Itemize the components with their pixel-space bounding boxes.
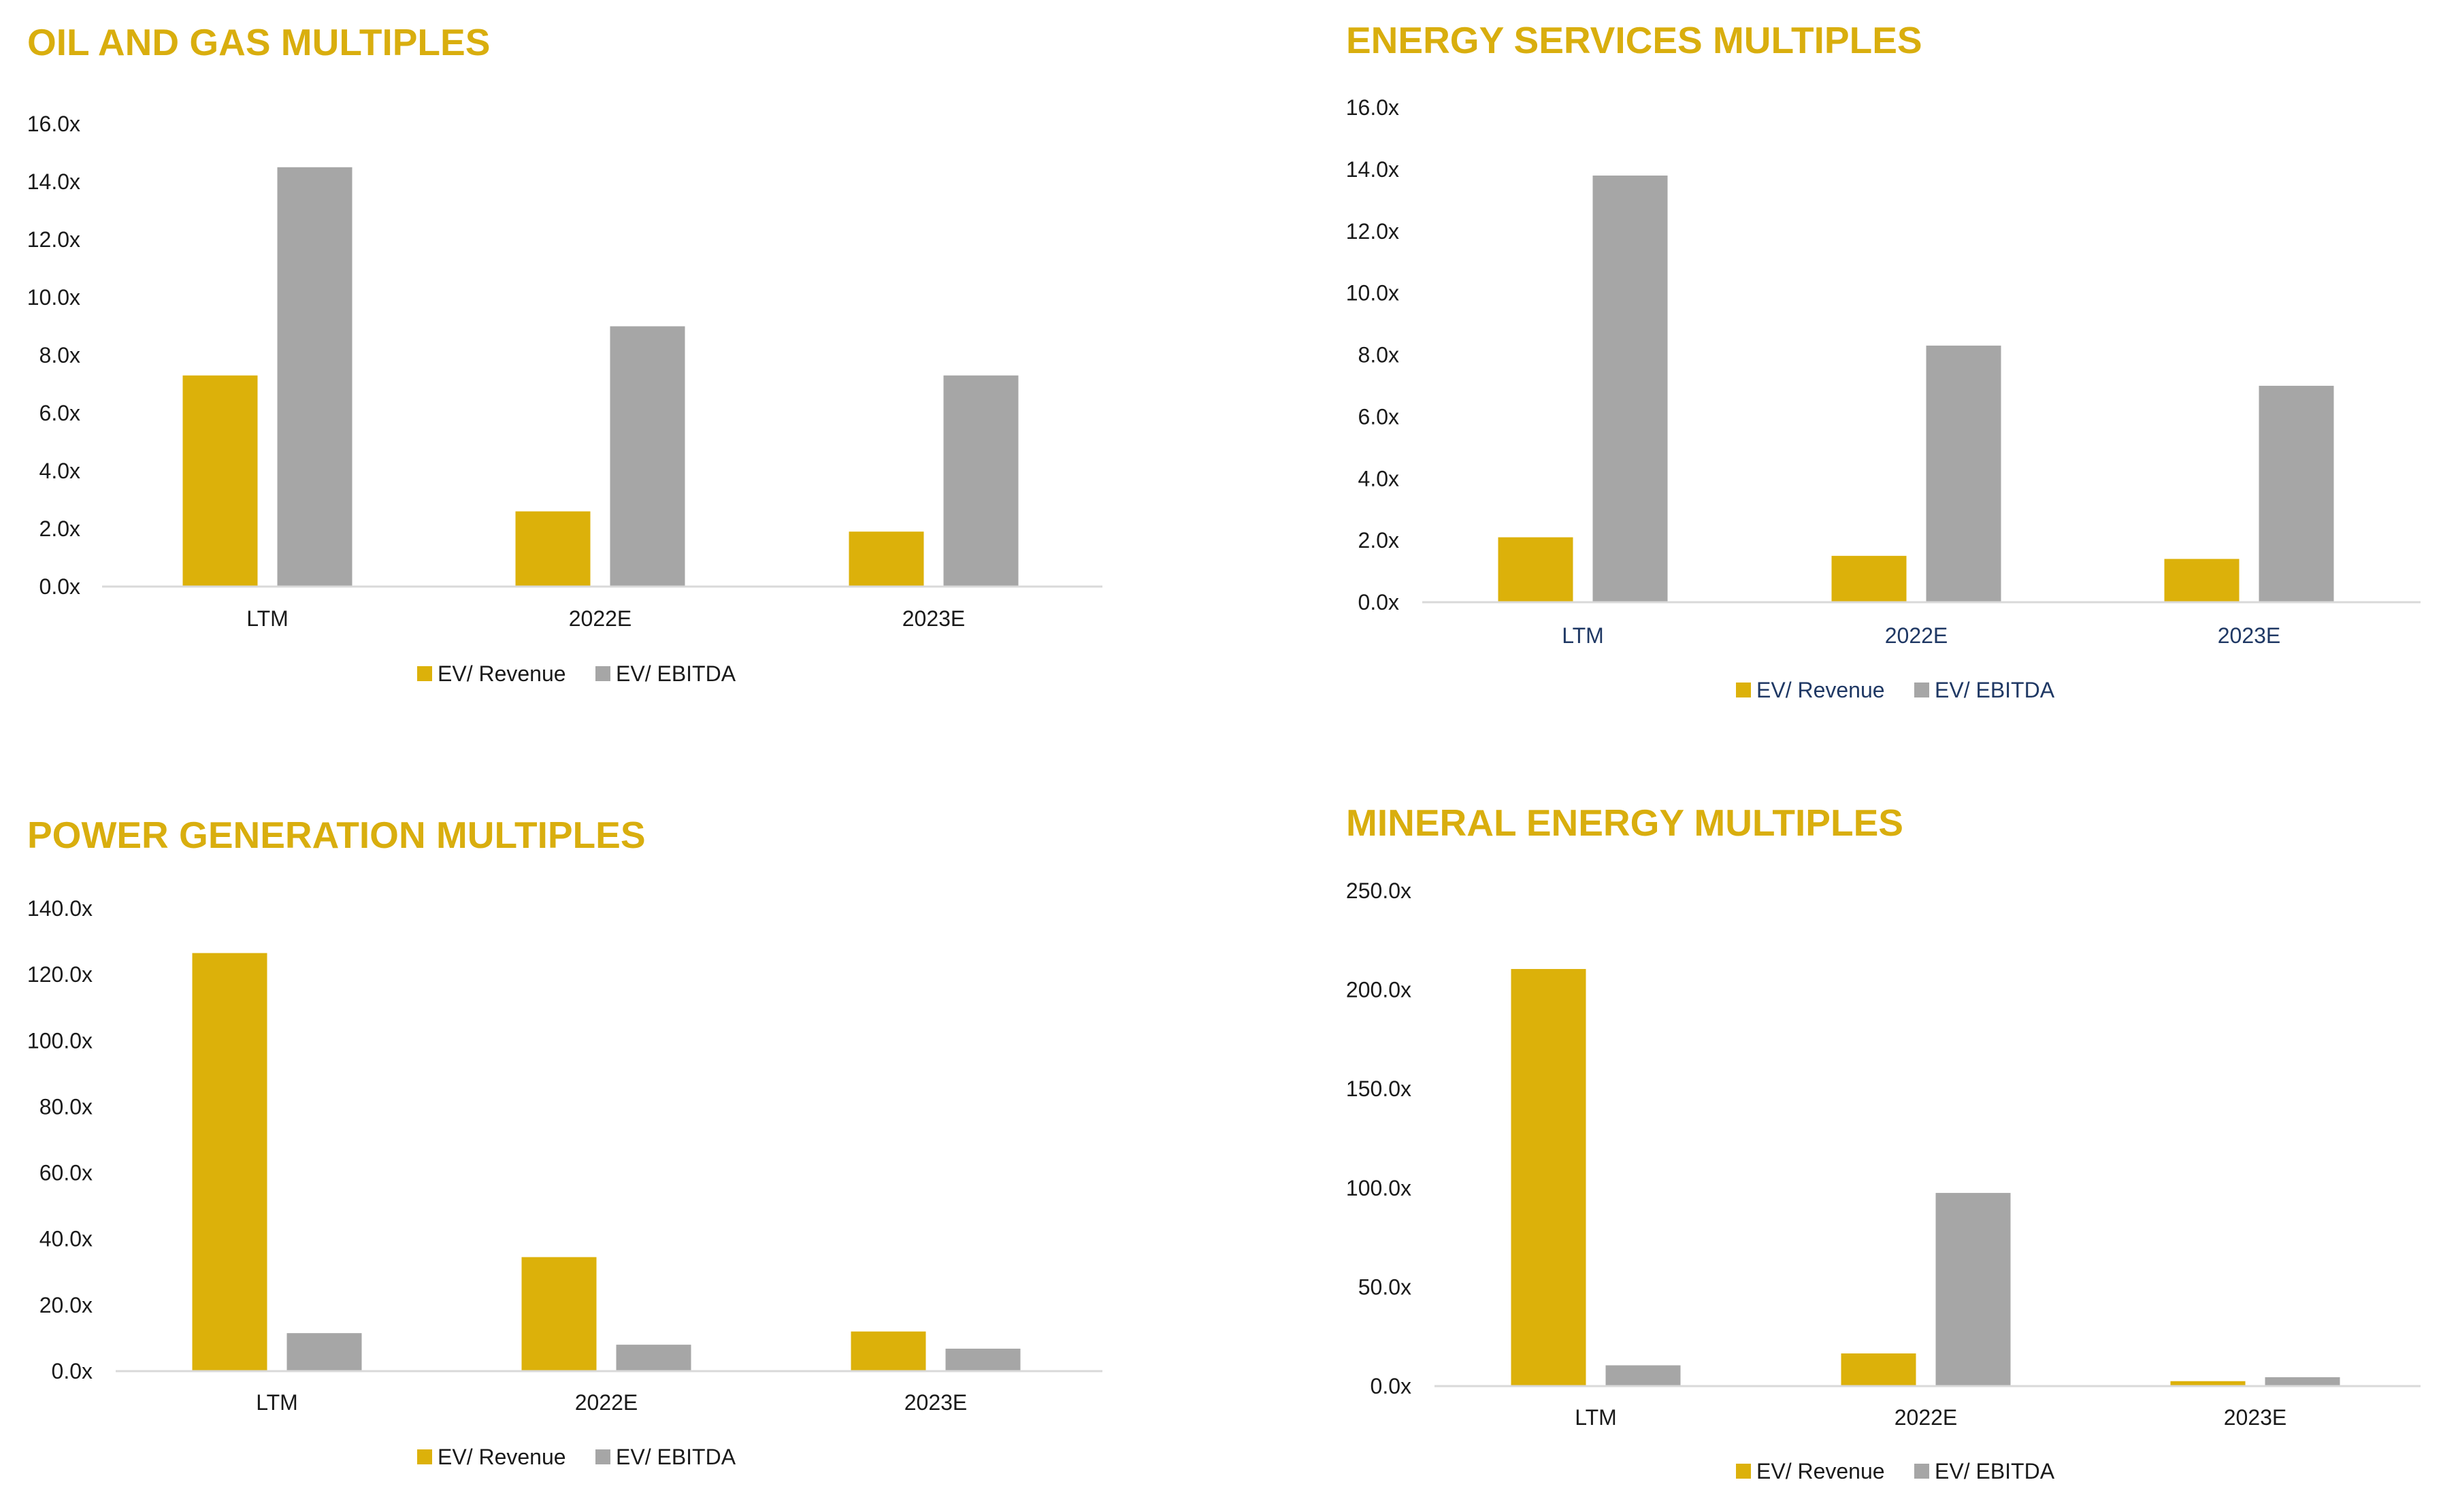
bar-ev-ebitda xyxy=(1935,1193,2011,1386)
oil-and-gas-chart: 0.0x 2.0x 4.0x 6.0x 8.0x 10.0x 12.0x 14.0x 16.0x… xyxy=(27,112,1102,686)
bar-ev-revenue xyxy=(1511,969,1586,1386)
y-tick-label: 16.0x xyxy=(27,112,80,136)
y-tick-label: 0.0x xyxy=(1358,590,1399,614)
bar-ev-ebitda xyxy=(286,1333,362,1371)
bar-ev-revenue xyxy=(192,953,267,1371)
bar-ev-revenue xyxy=(1498,537,1573,602)
bar-ev-revenue xyxy=(2170,1381,2246,1386)
legend-swatch-ev-ebitda xyxy=(1914,1464,1929,1479)
chart-title: POWER GENERATION MULTIPLES xyxy=(27,814,646,856)
y-tick-label: 200.0x xyxy=(1346,978,1411,1002)
x-tick-label: 2023E xyxy=(2224,1405,2287,1430)
y-tick-label: 10.0x xyxy=(27,285,80,310)
legend-label-ev-revenue: EV/ Revenue xyxy=(1756,1459,1885,1483)
y-tick-label: 50.0x xyxy=(1358,1275,1411,1299)
legend-label-ev-ebitda: EV/ EBITDA xyxy=(1935,678,2055,702)
power-generation-panel: POWER GENERATION MULTIPLES 0.0x 20.0x 40.0… xyxy=(0,756,1222,1512)
legend-swatch-ev-ebitda xyxy=(595,1449,610,1464)
mineral-energy-chart: 0.0x 50.0x 100.0x 150.0x 200.0x 250.0x LTM 2022… xyxy=(1346,878,2421,1483)
y-tick-label: 2.0x xyxy=(1358,528,1399,553)
x-tick-label: LTM xyxy=(1575,1405,1617,1430)
y-tick-label: 4.0x xyxy=(39,459,80,483)
y-tick-label: 60.0x xyxy=(39,1161,93,1185)
bar-ev-ebitda xyxy=(1926,345,2001,602)
bar-ev-ebitda xyxy=(945,1348,1021,1371)
y-tick-label: 12.0x xyxy=(27,227,80,252)
chart-title: MINERAL ENERGY MULTIPLES xyxy=(1346,802,1903,844)
y-tick-label: 0.0x xyxy=(1371,1374,1411,1398)
x-tick-label: 2023E xyxy=(902,606,966,631)
bar-ev-ebitda xyxy=(943,375,1019,587)
legend-swatch-ev-ebitda xyxy=(595,666,610,681)
bar-ev-ebitda xyxy=(277,167,352,587)
bar-ev-revenue xyxy=(2164,559,2240,602)
x-tick-label: 2022E xyxy=(1895,1405,1958,1430)
x-tick-label: 2023E xyxy=(904,1390,968,1415)
bar-ev-ebitda xyxy=(2265,1377,2340,1386)
bar-ev-ebitda xyxy=(2259,385,2334,602)
y-tick-label: 14.0x xyxy=(1346,157,1399,182)
bar-ev-revenue xyxy=(521,1257,597,1371)
bar-ev-revenue xyxy=(1831,555,1907,602)
bar-ev-ebitda xyxy=(610,326,685,587)
y-tick-label: 0.0x xyxy=(39,574,80,599)
oil-and-gas-panel: OIL AND GAS MULTIPLES 0.0x 2.0x 4.0x 6.0x 8.… xyxy=(0,0,1222,756)
legend-swatch-ev-revenue xyxy=(417,666,432,681)
y-tick-label: 120.0x xyxy=(27,962,93,987)
chart-title: ENERGY SERVICES MULTIPLES xyxy=(1346,19,1922,61)
y-tick-label: 80.0x xyxy=(39,1094,93,1119)
x-tick-label: 2022E xyxy=(1885,623,1948,648)
legend-label-ev-ebitda: EV/ EBITDA xyxy=(616,1445,736,1469)
legend-swatch-ev-revenue xyxy=(1736,1464,1751,1479)
x-tick-label: 2022E xyxy=(569,606,632,631)
legend-label-ev-revenue: EV/ Revenue xyxy=(438,1445,566,1469)
bar-ev-revenue xyxy=(515,511,591,587)
bar-ev-ebitda xyxy=(1605,1365,1681,1386)
y-tick-label: 100.0x xyxy=(1346,1176,1411,1200)
y-tick-label: 8.0x xyxy=(39,343,80,367)
x-tick-label: 2022E xyxy=(575,1390,638,1415)
y-tick-label: 140.0x xyxy=(27,896,93,921)
bar-ev-ebitda xyxy=(616,1345,691,1371)
y-tick-label: 2.0x xyxy=(39,516,80,541)
y-tick-label: 6.0x xyxy=(39,401,80,425)
legend-swatch-ev-revenue xyxy=(1736,683,1751,697)
legend-label-ev-ebitda: EV/ EBITDA xyxy=(1935,1459,2055,1483)
y-tick-label: 150.0x xyxy=(1346,1077,1411,1101)
bar-ev-revenue xyxy=(1841,1353,1916,1386)
y-tick-label: 8.0x xyxy=(1358,343,1399,367)
y-tick-label: 12.0x xyxy=(1346,219,1399,244)
y-tick-label: 20.0x xyxy=(39,1293,93,1317)
bar-ev-ebitda xyxy=(1592,175,1668,602)
y-tick-label: 40.0x xyxy=(39,1227,93,1251)
bar-ev-revenue xyxy=(182,375,258,587)
legend-swatch-ev-ebitda xyxy=(1914,683,1929,697)
legend-swatch-ev-revenue xyxy=(417,1449,432,1464)
chart-title: OIL AND GAS MULTIPLES xyxy=(27,21,491,63)
legend-label-ev-revenue: EV/ Revenue xyxy=(1756,678,1885,702)
y-tick-label: 10.0x xyxy=(1346,281,1399,306)
y-tick-label: 14.0x xyxy=(27,169,80,194)
mineral-energy-panel: MINERAL ENERGY MULTIPLES 0.0x 50.0x 100.0x… xyxy=(1222,756,2443,1512)
bar-ev-revenue xyxy=(849,531,924,587)
energy-services-panel: ENERGY SERVICES MULTIPLES 0.0x 2.0x 4.0x 6.… xyxy=(1222,0,2443,756)
energy-services-chart: 0.0x 2.0x 4.0x 6.0x 8.0x 10.0x 12.0x 14.0x 16.0x… xyxy=(1346,95,2421,702)
x-tick-label: LTM xyxy=(256,1390,298,1415)
y-tick-label: 6.0x xyxy=(1358,404,1399,429)
y-tick-label: 250.0x xyxy=(1346,878,1411,903)
x-tick-label: LTM xyxy=(246,606,289,631)
bar-ev-revenue xyxy=(851,1331,926,1371)
power-generation-chart: 0.0x 20.0x 40.0x 60.0x 80.0x 100.0x 120.0x 140.… xyxy=(27,896,1102,1469)
legend-label-ev-revenue: EV/ Revenue xyxy=(438,661,566,686)
y-tick-label: 16.0x xyxy=(1346,95,1399,120)
y-tick-label: 100.0x xyxy=(27,1028,93,1053)
y-tick-label: 0.0x xyxy=(52,1359,93,1383)
x-tick-label: 2023E xyxy=(2218,623,2281,648)
x-tick-label: LTM xyxy=(1562,623,1604,648)
legend-label-ev-ebitda: EV/ EBITDA xyxy=(616,661,736,686)
y-tick-label: 4.0x xyxy=(1358,466,1399,491)
